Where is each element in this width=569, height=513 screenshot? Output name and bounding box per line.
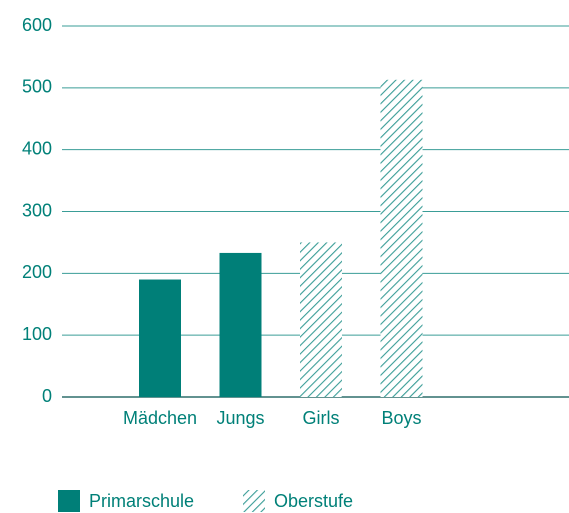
legend-label: Primarschule bbox=[89, 491, 194, 511]
y-tick-label: 0 bbox=[42, 386, 52, 406]
bar bbox=[139, 279, 181, 397]
bar bbox=[300, 242, 342, 397]
y-tick-label: 100 bbox=[22, 324, 52, 344]
x-tick-label: Mädchen bbox=[123, 408, 197, 428]
y-tick-label: 200 bbox=[22, 262, 52, 282]
x-tick-label: Jungs bbox=[216, 408, 264, 428]
bar bbox=[219, 252, 262, 397]
x-tick-label: Boys bbox=[381, 408, 421, 428]
bar bbox=[380, 79, 423, 398]
legend-swatch bbox=[58, 490, 80, 512]
y-tick-label: 500 bbox=[22, 77, 52, 97]
y-tick-label: 300 bbox=[22, 200, 52, 220]
legend-swatch bbox=[243, 490, 265, 512]
x-tick-label: Girls bbox=[303, 408, 340, 428]
y-tick-label: 400 bbox=[22, 138, 52, 158]
legend-label: Oberstufe bbox=[274, 491, 353, 511]
y-tick-label: 600 bbox=[22, 15, 52, 35]
